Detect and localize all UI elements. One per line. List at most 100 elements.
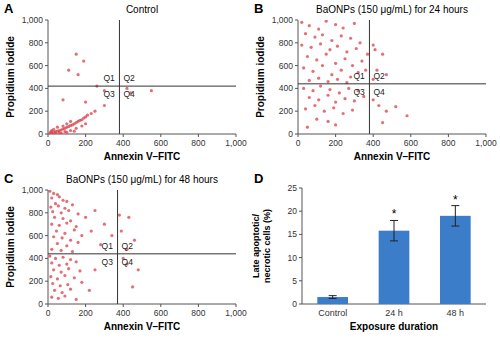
x-tick-label: 0	[296, 138, 301, 148]
bar	[440, 216, 471, 304]
x-tick	[85, 134, 86, 137]
quadrant-label: Q2	[123, 73, 135, 83]
title: BaONPs (150 μg/mL) for 48 hours	[66, 174, 218, 185]
error-bar	[390, 220, 398, 240]
y-tick	[295, 42, 298, 43]
point	[394, 105, 397, 108]
x-tick	[236, 134, 237, 137]
point	[306, 55, 309, 58]
point	[345, 50, 348, 53]
point	[334, 62, 337, 65]
point	[103, 104, 106, 107]
y-axis	[48, 20, 49, 134]
panel: AControl02004006008001,000Propidium iodi…	[4, 1, 247, 162]
y-tick-label: 1,000	[22, 185, 44, 195]
point	[61, 217, 64, 220]
x-tick	[48, 304, 49, 307]
point	[48, 190, 51, 193]
x-tick	[298, 134, 299, 137]
point	[66, 283, 69, 286]
point	[65, 122, 68, 125]
y-label: Propidium iodide	[5, 36, 16, 118]
point	[69, 129, 72, 132]
y-label-line: Late apoptotic/	[251, 214, 261, 279]
y-tick	[45, 190, 48, 191]
point	[71, 203, 74, 206]
point	[55, 229, 58, 232]
point	[61, 236, 64, 239]
y-tick	[295, 20, 298, 21]
y-label: Late apoptotic/necrotic cells (%)	[251, 209, 272, 283]
point	[75, 298, 78, 301]
plot-area	[298, 20, 486, 134]
y-tick-label: 0	[292, 299, 297, 309]
point	[52, 192, 55, 195]
point	[50, 296, 53, 299]
error-cap	[329, 295, 337, 296]
point	[304, 107, 307, 110]
point	[53, 289, 56, 292]
x-tick-label: 200	[79, 138, 93, 148]
plot-area	[48, 190, 236, 304]
point	[56, 242, 59, 245]
y-tick	[299, 257, 302, 258]
y-tick	[299, 304, 302, 305]
point	[313, 36, 316, 39]
x-label: Annexin V–FITC	[354, 151, 431, 162]
title: Control	[126, 4, 158, 15]
x-tick-label: 24 h	[385, 308, 403, 318]
point	[306, 126, 309, 129]
point	[385, 110, 388, 113]
point	[355, 47, 358, 50]
point	[304, 32, 307, 35]
point	[71, 250, 74, 253]
point	[84, 216, 87, 219]
error-cap	[329, 298, 337, 299]
y-label: Propidium iodide	[255, 36, 266, 118]
x-tick-label: Control	[318, 308, 347, 318]
plot-area	[317, 206, 470, 304]
point	[50, 196, 53, 199]
point	[342, 26, 345, 29]
point	[300, 43, 303, 46]
point	[69, 120, 72, 123]
point	[326, 80, 329, 83]
point	[120, 229, 123, 232]
x-label: Annexin V–FITC	[104, 151, 181, 162]
point	[86, 114, 89, 117]
point	[300, 21, 303, 24]
point	[75, 260, 78, 263]
point	[67, 267, 70, 270]
error-cap	[451, 226, 459, 227]
quadrant-label: Q4	[373, 87, 385, 97]
point	[321, 64, 324, 67]
point	[50, 261, 53, 264]
x-tick-label: 0	[46, 138, 51, 148]
point	[319, 85, 322, 88]
y-tick-label: 0	[38, 299, 43, 309]
point	[377, 104, 380, 107]
y-tick-label: 1,000	[22, 15, 44, 25]
point	[52, 235, 55, 238]
point	[360, 59, 363, 62]
point	[326, 94, 329, 97]
quadrant-label: Q3	[102, 257, 114, 267]
point	[52, 268, 55, 271]
point	[73, 130, 76, 133]
point	[133, 239, 136, 242]
point	[334, 100, 337, 103]
y-tick	[45, 111, 48, 112]
quadrant-line-x	[369, 20, 370, 134]
point	[372, 43, 375, 46]
point	[65, 131, 68, 134]
point	[358, 41, 361, 44]
point	[349, 75, 352, 78]
y-axis	[298, 20, 299, 134]
point	[60, 211, 63, 214]
point	[61, 199, 64, 202]
point	[325, 20, 328, 23]
point	[150, 89, 153, 92]
point	[317, 77, 320, 80]
y-label-line: necrotic cells (%)	[262, 209, 272, 283]
point	[69, 288, 72, 291]
